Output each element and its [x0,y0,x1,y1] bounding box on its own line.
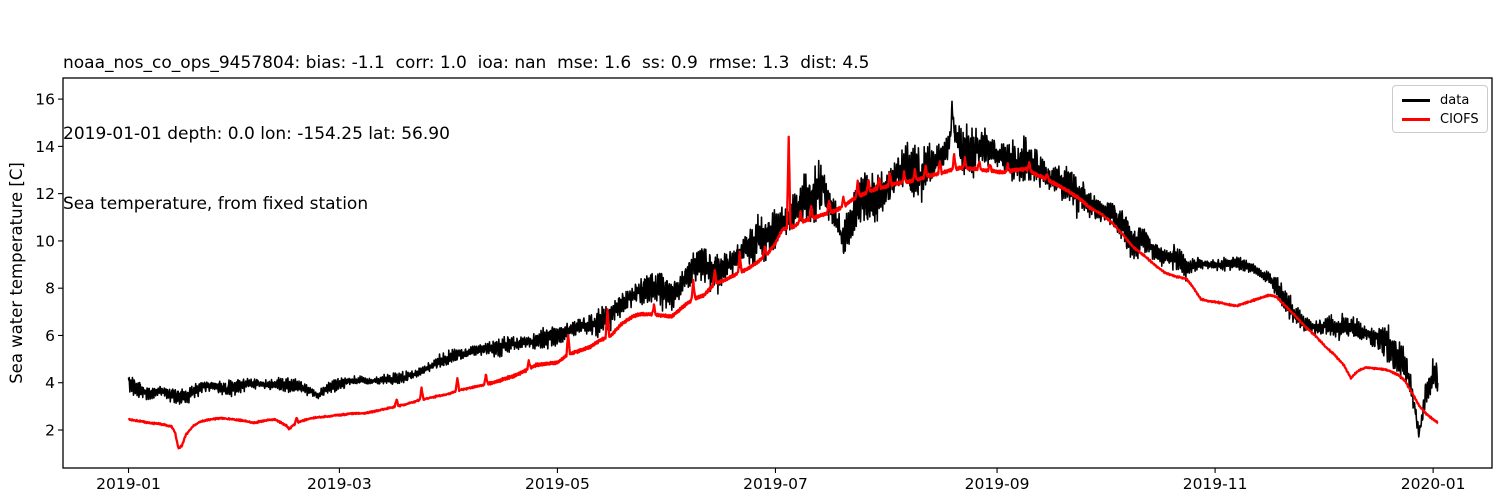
data-series-line [127,100,1439,438]
y-tick-label: 14 [35,138,55,156]
title-line-description: Sea temperature, from fixed station [63,194,369,214]
legend: data CIOFS [1392,85,1488,133]
legend-label-ciofs: CIOFS [1440,112,1479,127]
y-tick-label: 2 [45,422,55,440]
y-tick-label: 12 [35,185,55,203]
y-tick-label: 16 [35,91,55,109]
x-tick-label: 2019-11 [1183,475,1248,493]
x-tick-label: 2019-09 [965,475,1030,493]
data-line-swatch [1402,99,1430,102]
chart-titles: noaa_nos_co_ops_9457804: bias: -1.1 corr… [63,5,869,264]
title-line-station-meta: 2019-01-01 depth: 0.0 lon: -154.25 lat: … [63,123,450,144]
y-tick-label: 8 [45,280,55,298]
ciofs-line-swatch [1402,118,1430,121]
x-tick-label: 2020-01 [1401,475,1466,493]
x-tick-label: 2019-05 [525,475,590,493]
series-layer [127,100,1439,450]
x-tick-label: 2019-03 [307,475,372,493]
title-line-stats: noaa_nos_co_ops_9457804: bias: -1.1 corr… [63,53,870,73]
y-tick-label: 4 [45,374,55,392]
ciofs-series-line [127,135,1439,450]
legend-label-data: data [1440,93,1470,108]
x-tick-label: 2019-07 [743,475,808,493]
legend-item-ciofs: CIOFS [1393,110,1487,129]
y-axis-label: Sea water temperature [C] [7,162,26,384]
y-tick-label: 10 [35,232,55,250]
legend-item-data: data [1393,91,1487,110]
y-tick-label: 6 [45,327,55,345]
x-tick-label: 2019-01 [96,475,161,493]
